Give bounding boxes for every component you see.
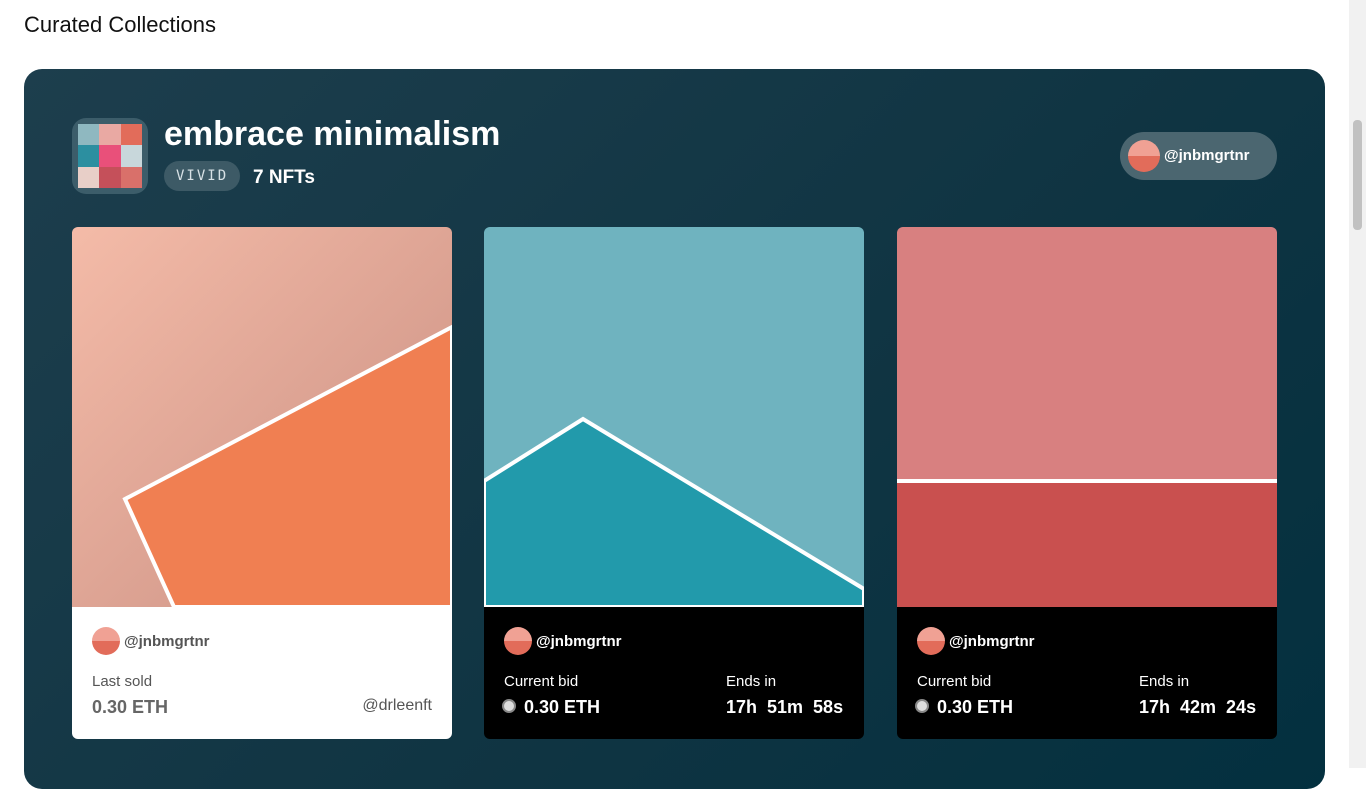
nft-image <box>897 227 1277 607</box>
nft-image <box>484 227 864 607</box>
ends-label: Ends in <box>726 673 777 690</box>
nft-image <box>72 227 452 607</box>
price-label: Current bid <box>917 673 992 690</box>
card-info: @jnbmgrtnr Last sold 0.30 ETH @drleenft <box>72 607 452 739</box>
creator: @jnbmgrtnr <box>124 633 210 650</box>
section-title: Curated Collections <box>24 12 216 37</box>
holder: @drleenft <box>362 697 432 714</box>
page: {"header":{"title":"Curated Collections"… <box>24 0 1366 789</box>
price: 0.30 ETH <box>937 697 1014 717</box>
price: 0.30 ETH <box>92 697 169 717</box>
owner-chip[interactable]: @jnbmgrtnr <box>1120 132 1277 180</box>
scroll-thumb[interactable] <box>1353 120 1362 230</box>
collection-panel[interactable]: embrace minimalism VIVID 7 NFTs @jnbmgrt… <box>24 69 1325 789</box>
collection-title: embrace minimalism <box>164 115 501 153</box>
creator: @jnbmgrtnr <box>536 633 622 650</box>
collection-thumb <box>72 118 148 194</box>
countdown: 17h 51m 58s <box>726 697 844 717</box>
owner-name: @jnbmgrtnr <box>1164 147 1250 164</box>
card-info: @jnbmgrtnr Current bid 0.30 ETH Ends in … <box>897 607 1277 739</box>
creator: @jnbmgrtnr <box>949 633 1035 650</box>
nft-card[interactable]: @jnbmgrtnr Last sold 0.30 ETH @drleenft <box>72 227 452 739</box>
nft-count: 7 NFTs <box>253 167 315 188</box>
scrollbar[interactable] <box>1349 0 1366 768</box>
price: 0.30 ETH <box>524 697 601 717</box>
price-label: Current bid <box>504 673 579 690</box>
tag[interactable]: VIVID <box>164 161 241 191</box>
card-info: @jnbmgrtnr Current bid 0.30 ETH Ends in … <box>484 607 864 739</box>
nft-card[interactable]: @jnbmgrtnr Current bid 0.30 ETH Ends in … <box>897 227 1277 739</box>
price-label: Last sold <box>92 673 153 690</box>
countdown: 17h 42m 24s <box>1139 697 1257 717</box>
nft-card[interactable]: @jnbmgrtnr Current bid 0.30 ETH Ends in … <box>484 227 864 739</box>
ends-label: Ends in <box>1139 673 1190 690</box>
